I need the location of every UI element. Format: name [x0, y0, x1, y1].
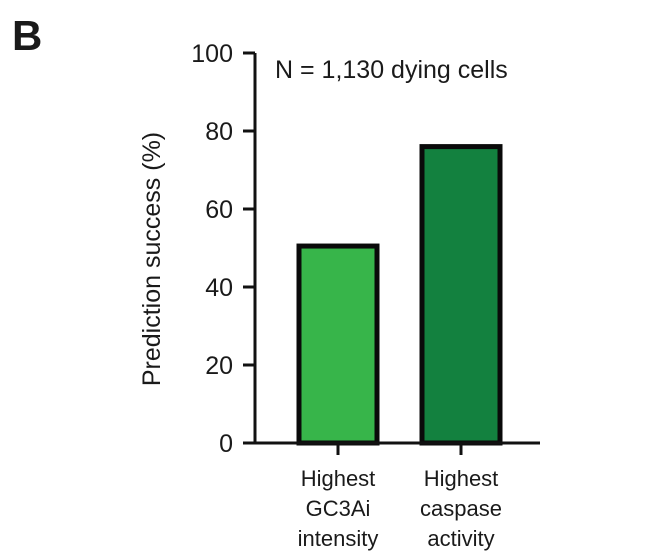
y-tick-label: 80 [205, 118, 233, 146]
category-label-line: Highest [424, 466, 499, 491]
category-label-line: GC3Ai [306, 496, 371, 521]
category-label-line: intensity [298, 526, 379, 551]
y-tick-label: 20 [205, 352, 233, 380]
y-tick-label: 0 [219, 430, 233, 458]
y-tick-label: 40 [205, 274, 233, 302]
category-label: Highest caspase activity [420, 466, 502, 551]
category-label-line: activity [427, 526, 494, 551]
y-tick-label: 100 [191, 40, 233, 68]
y-axis-label: Prediction success (%) [138, 132, 166, 386]
y-tick-label: 60 [205, 196, 233, 224]
bar [419, 144, 503, 446]
y-axis-ticks: 0 20 40 60 80 100 [191, 40, 255, 458]
category-label-line: Highest [301, 466, 376, 491]
x-axis-ticks [336, 443, 463, 455]
category-label-line: caspase [420, 496, 502, 521]
bars [296, 144, 503, 446]
panel-label: B [12, 12, 42, 59]
bar [296, 243, 380, 446]
category-label: Highest GC3Ai intensity [298, 466, 379, 551]
category-labels: Highest GC3Ai intensity Highest caspase activ… [298, 466, 502, 551]
sample-size-annotation: N = 1,130 dying cells [275, 56, 508, 84]
